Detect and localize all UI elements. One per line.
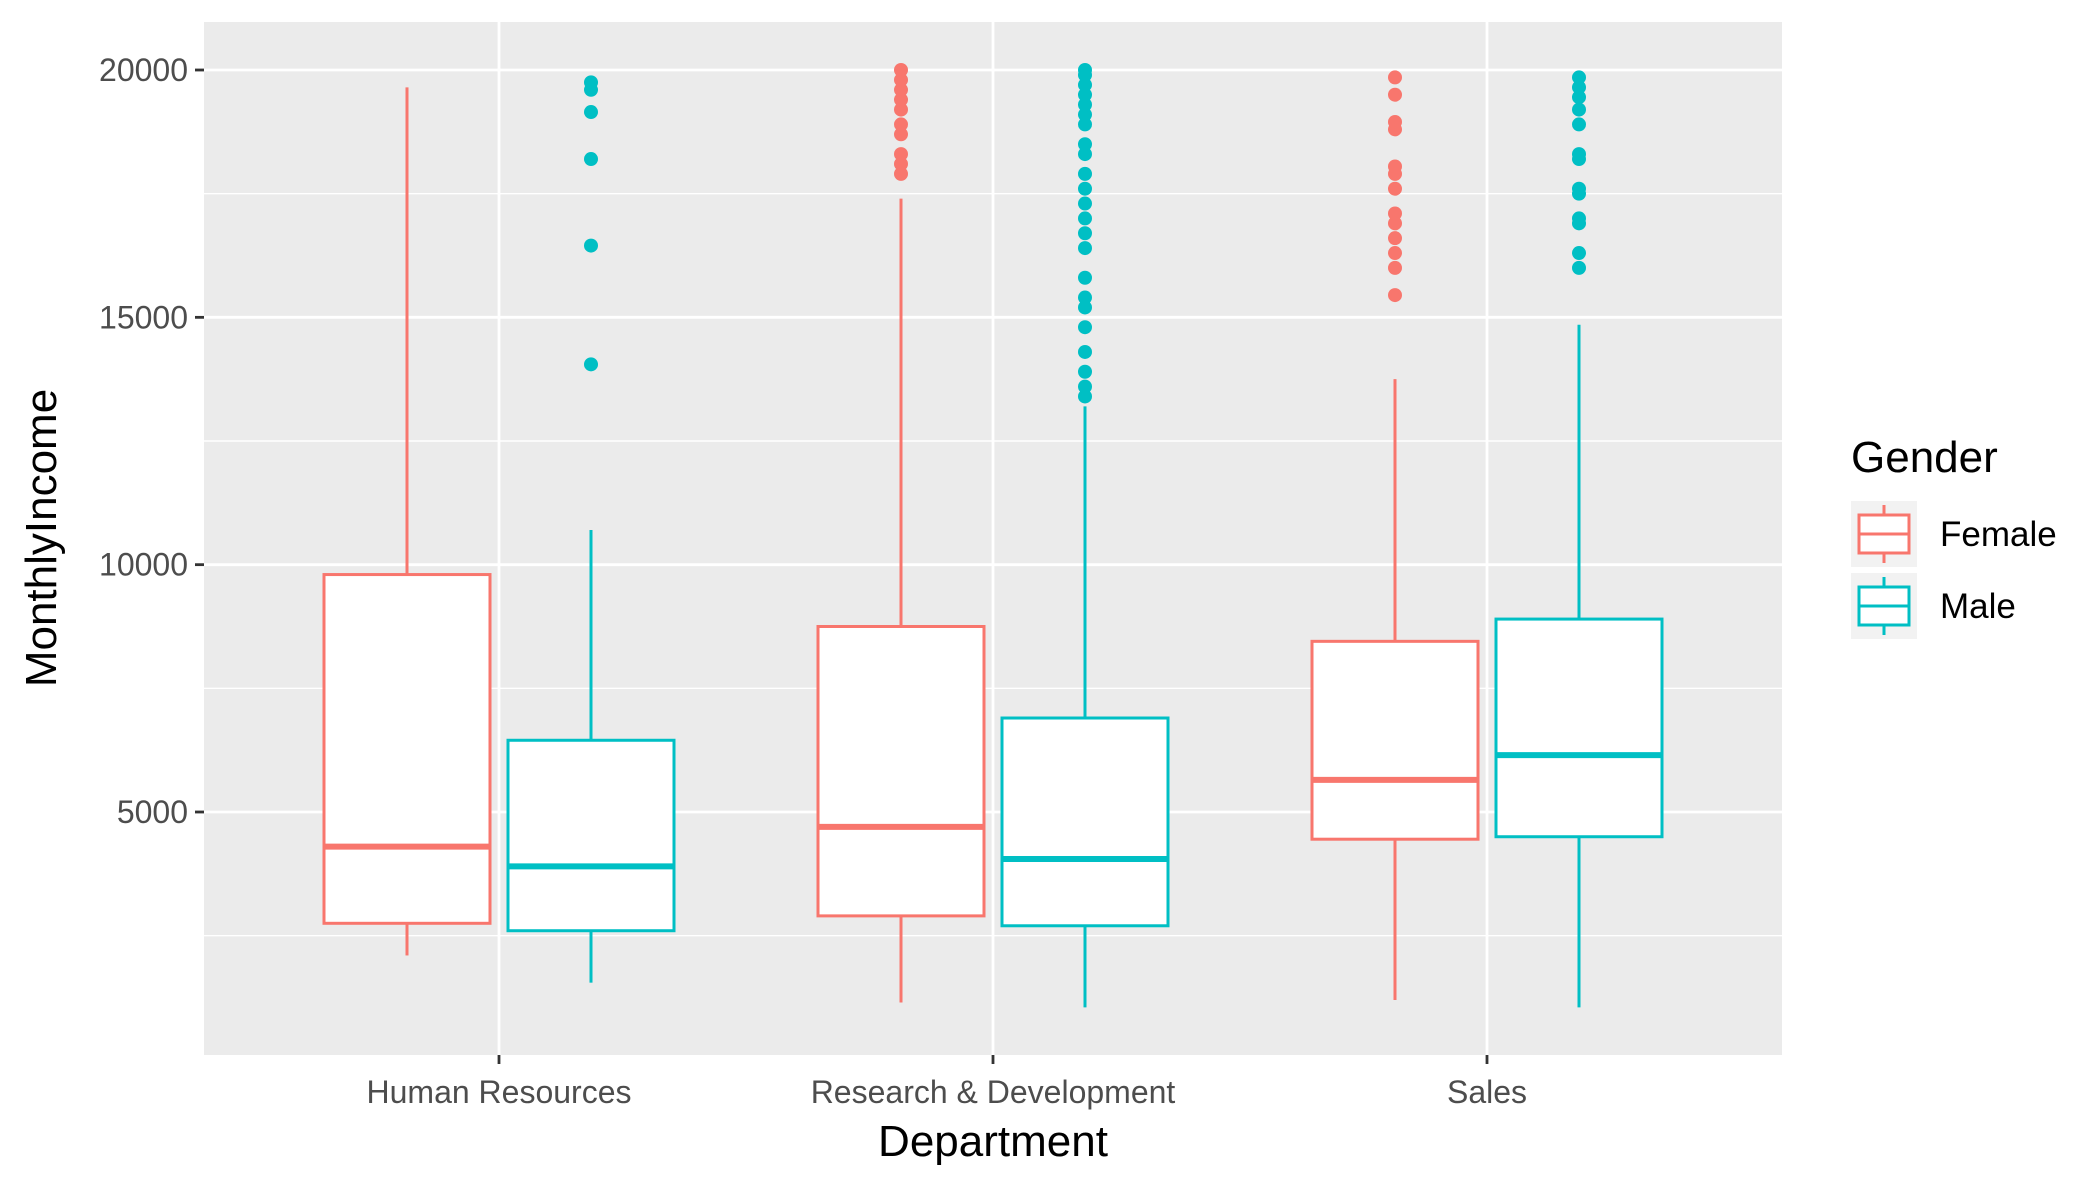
outlier-point — [1078, 166, 1092, 181]
y-tick-label: 20000 — [99, 52, 188, 88]
outlier-point — [1078, 211, 1092, 226]
outlier-point — [1078, 97, 1092, 112]
outlier-point — [1572, 211, 1586, 226]
outlier-point — [1078, 344, 1092, 359]
outlier-point — [1078, 270, 1092, 285]
outlier-point — [1388, 114, 1402, 129]
outlier-point — [1388, 231, 1402, 246]
outlier-point — [894, 92, 908, 107]
x-tick-label: Sales — [1447, 1074, 1527, 1110]
iqr-box — [1494, 617, 1664, 839]
outlier-point — [1078, 63, 1092, 77]
outlier-point — [1078, 87, 1092, 102]
x-tick-label: Research & Development — [811, 1074, 1176, 1110]
outlier-point — [1078, 117, 1092, 132]
outlier-point — [1572, 70, 1586, 85]
outlier-point — [584, 357, 598, 372]
legend-item-male: Male — [1851, 573, 2016, 639]
outlier-point — [1572, 181, 1586, 196]
box-female-1 — [322, 87, 492, 956]
outlier-point — [1572, 260, 1586, 275]
outlier-point — [1078, 300, 1092, 315]
outlier-point — [584, 75, 598, 90]
outlier-point — [1078, 290, 1092, 305]
outlier-point — [894, 127, 908, 142]
outlier-point — [1388, 246, 1402, 261]
outlier-point — [1572, 80, 1586, 95]
x-tick-label: Human Resources — [367, 1074, 632, 1110]
box-male-2 — [1000, 63, 1170, 1008]
outlier-point — [1078, 196, 1092, 211]
outlier-point — [894, 147, 908, 162]
iqr-box — [1310, 639, 1480, 841]
y-tick-label: 15000 — [99, 299, 188, 335]
y-axis-title: MonthlyIncome — [17, 389, 66, 687]
outlier-point — [894, 72, 908, 87]
y-tick-label: 5000 — [117, 794, 188, 830]
outlier-point — [1078, 107, 1092, 122]
outlier-point — [584, 105, 598, 120]
outlier-point — [1388, 181, 1402, 196]
outlier-point — [894, 166, 908, 181]
outlier-point — [1078, 389, 1092, 404]
outlier-point — [584, 238, 598, 253]
outlier-point — [1388, 159, 1402, 174]
outlier-point — [584, 152, 598, 167]
outlier-point — [1078, 241, 1092, 256]
legend: Gender Female Male — [1851, 433, 2057, 639]
outlier-point — [1388, 206, 1402, 221]
outlier-point — [894, 117, 908, 132]
iqr-box — [816, 625, 986, 918]
outlier-point — [1572, 117, 1586, 132]
outlier-point — [1078, 137, 1092, 152]
legend-items: Female Male — [1851, 501, 2057, 639]
outlier-point — [1572, 147, 1586, 162]
outlier-point — [1388, 87, 1402, 102]
box-male-1 — [506, 75, 676, 983]
iqr-box — [1000, 716, 1170, 928]
legend-label: Male — [1940, 587, 2016, 626]
iqr-box — [506, 738, 676, 933]
outlier-point — [1078, 379, 1092, 394]
box-female-2 — [816, 63, 986, 1003]
axes: 5000 10000 15000 20000 Human Resources Resear… — [99, 52, 1527, 1110]
box-female-3 — [1310, 70, 1480, 1000]
outlier-point — [1078, 226, 1092, 241]
outlier-point — [1078, 320, 1092, 335]
outlier-point — [1078, 364, 1092, 379]
outlier-point — [1572, 246, 1586, 261]
outlier-point — [894, 156, 908, 171]
outlier-point — [1078, 181, 1092, 196]
outlier-point — [894, 102, 908, 117]
legend-item-female: Female — [1851, 501, 2057, 567]
grid-lines — [204, 22, 1782, 1055]
outlier-point — [1388, 288, 1402, 303]
x-axis-title: Department — [878, 1117, 1108, 1166]
outlier-point — [1388, 216, 1402, 231]
outlier-point — [1078, 147, 1092, 162]
legend-label: Female — [1940, 515, 2057, 554]
legend-title: Gender — [1851, 433, 1998, 482]
outlier-point — [1078, 77, 1092, 92]
box-male-3 — [1494, 70, 1664, 1008]
y-tick-label: 10000 — [99, 547, 188, 583]
iqr-box — [322, 573, 492, 925]
outlier-point — [1388, 70, 1402, 85]
outlier-point — [894, 63, 908, 77]
outlier-point — [894, 82, 908, 97]
outlier-point — [1388, 260, 1402, 275]
outlier-point — [1572, 102, 1586, 117]
outlier-point — [1572, 90, 1586, 105]
boxes — [322, 63, 1664, 1008]
